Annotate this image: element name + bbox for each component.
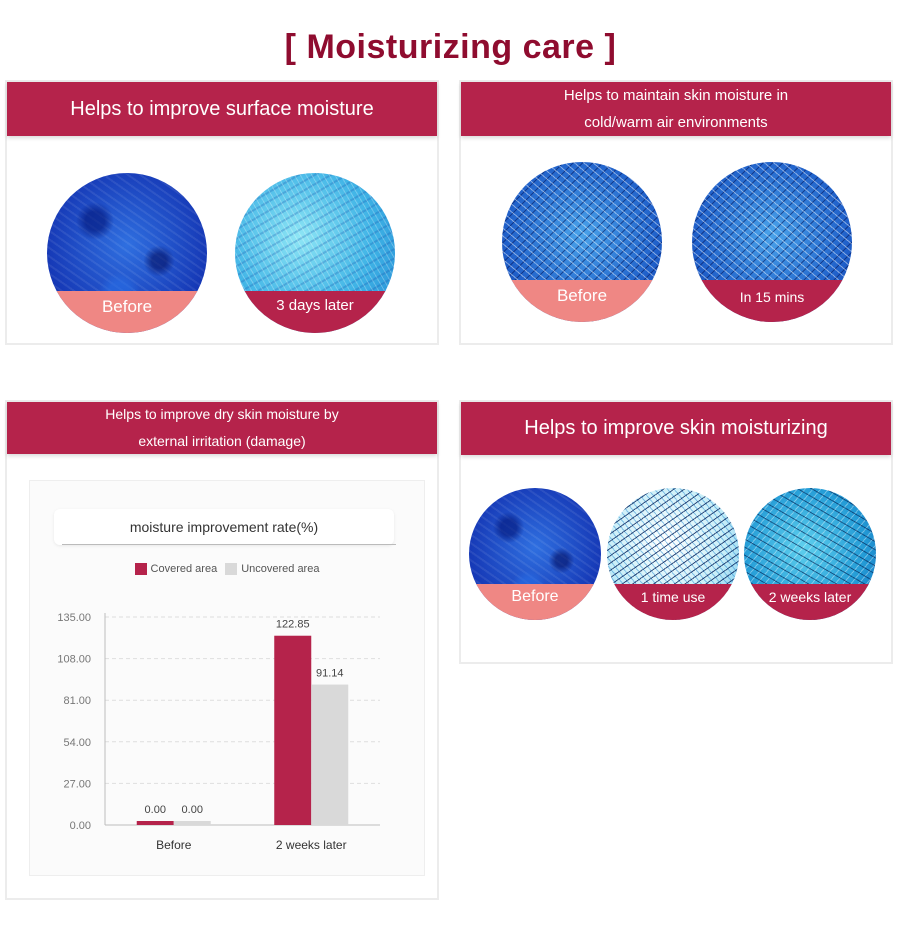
- bar-covered-area: [274, 635, 312, 825]
- chart-title-rule: [62, 544, 396, 545]
- data-label: 91.14: [316, 668, 344, 680]
- image-caption: Before: [502, 280, 662, 322]
- skin-image-after: 3 days later: [235, 173, 395, 333]
- image-caption: 1 time use: [607, 584, 739, 620]
- panel-surface-moisture: Helps to improve surface moisture Before…: [5, 80, 439, 345]
- panel-header: Helps to improve skin moisturizing: [461, 402, 891, 455]
- data-label: 0.00: [182, 804, 203, 816]
- panel-maintain-moisture: Helps to maintain skin moisture in cold/…: [459, 80, 893, 345]
- image-caption: Before: [47, 291, 207, 333]
- y-tick-label: 27.00: [63, 778, 91, 790]
- skin-image-after: In 15 mins: [692, 162, 852, 322]
- image-caption: Before: [469, 584, 601, 620]
- y-tick-label: 0.00: [70, 820, 91, 832]
- skin-image-before: Before: [469, 488, 601, 620]
- data-label: 122.85: [276, 619, 310, 631]
- panel-header: Helps to maintain skin moisture in cold/…: [461, 82, 891, 136]
- image-caption: In 15 mins: [692, 280, 852, 322]
- image-caption: 3 days later: [235, 291, 395, 333]
- x-tick-label: 2 weeks later: [276, 838, 347, 852]
- y-tick-label: 54.00: [63, 737, 91, 749]
- legend-item-uncovered: Uncovered area: [225, 563, 319, 575]
- skin-image-before: Before: [47, 173, 207, 333]
- legend-label: Uncovered area: [241, 563, 320, 575]
- image-caption: 2 weeks later: [744, 584, 876, 620]
- panel-header: Helps to improve surface moisture: [7, 82, 437, 136]
- data-label: 0.00: [145, 804, 166, 816]
- y-tick-label: 135.00: [57, 612, 91, 624]
- skin-image-one-use: 1 time use: [607, 488, 739, 620]
- legend-label: Covered area: [150, 563, 218, 575]
- chart-card: moisture improvement rate(%) Covered are…: [29, 480, 425, 876]
- panel-header: Helps to improve dry skin moisture by ex…: [7, 402, 437, 454]
- panel-skin-moisturizing: Helps to improve skin moisturizing Befor…: [459, 400, 893, 664]
- bar-uncovered-area: [311, 684, 349, 825]
- chart-title: moisture improvement rate(%): [54, 509, 394, 545]
- bar-chart: 0.00 27.00 54.00 81.00 108.00 135.00 0.00 0.00 B…: [57, 612, 380, 852]
- skin-image-two-weeks: 2 weeks later: [744, 488, 876, 620]
- y-tick-label: 81.00: [63, 695, 91, 707]
- bar-covered-area: [136, 821, 174, 825]
- bar-uncovered-area: [173, 821, 211, 825]
- legend-item-covered: Covered area: [134, 563, 218, 575]
- y-tick-label: 108.00: [57, 654, 91, 666]
- x-tick-label: Before: [156, 838, 192, 852]
- legend-swatch-covered: [134, 563, 147, 575]
- skin-image-before: Before: [502, 162, 662, 322]
- page-title: [ Moisturizing care ]: [284, 28, 617, 66]
- chart-legend: Covered area Uncovered area: [30, 563, 424, 575]
- panel-dry-skin-chart: Helps to improve dry skin moisture by ex…: [5, 400, 439, 900]
- legend-swatch-uncovered: [225, 563, 238, 575]
